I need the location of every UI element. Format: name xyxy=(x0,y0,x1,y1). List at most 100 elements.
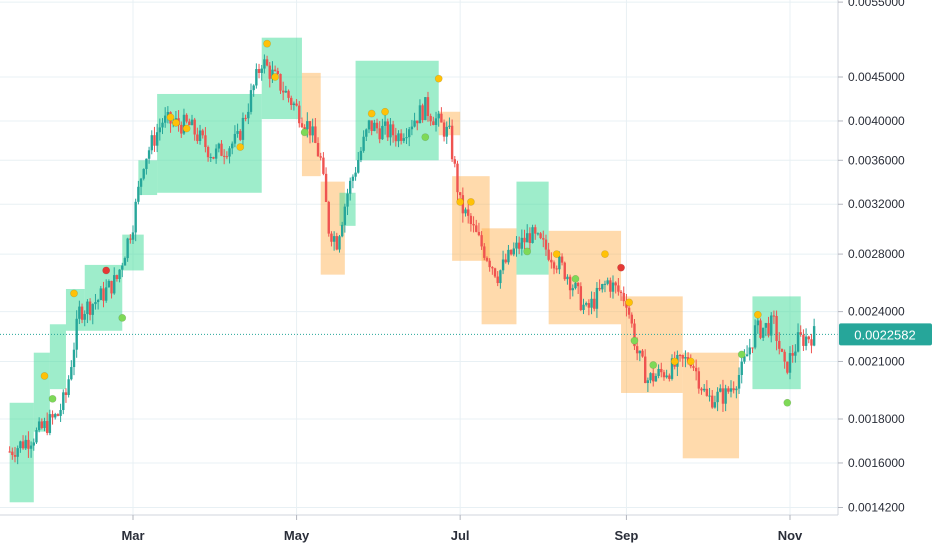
candle-down xyxy=(375,122,379,129)
candle-up xyxy=(584,303,588,305)
candle-down xyxy=(370,120,373,131)
candle-up xyxy=(743,356,746,362)
candle-down xyxy=(257,69,261,73)
signal-marker-yellow xyxy=(466,198,475,206)
candle-up xyxy=(764,323,768,328)
candle-down xyxy=(391,124,395,136)
candle-up xyxy=(241,117,245,140)
signal-marker-yellow xyxy=(625,298,634,307)
candle-down xyxy=(493,268,497,277)
candle-down xyxy=(630,314,633,324)
time-axis[interactable]: Mar May Jul Sep Nov xyxy=(121,515,803,543)
candle-up xyxy=(118,269,121,280)
candle-up xyxy=(67,379,70,395)
supply-zone-box xyxy=(481,228,517,325)
candle-up xyxy=(373,122,376,131)
signal-marker-green xyxy=(783,398,792,407)
candle-down xyxy=(778,340,781,349)
candle-down xyxy=(727,388,730,392)
price-axis[interactable]: 0.0055000 0.0045000 0.0040000 0.0036000 0.00… xyxy=(838,0,905,515)
candle-up xyxy=(424,97,427,121)
supply-zone-box xyxy=(301,72,321,177)
candle-down xyxy=(206,147,210,158)
candle-down xyxy=(627,307,631,315)
candle-down xyxy=(775,315,778,341)
candle-down xyxy=(64,392,68,395)
candle-down xyxy=(485,257,489,261)
candle-down xyxy=(322,157,325,174)
candle-up xyxy=(137,186,140,202)
candle-down xyxy=(201,130,204,136)
candle-up xyxy=(158,127,162,133)
candle-down xyxy=(268,65,271,79)
candle-up xyxy=(410,126,414,130)
candle-down xyxy=(662,372,666,378)
candle-up xyxy=(233,133,237,144)
candle-down xyxy=(477,231,481,236)
candle-down xyxy=(622,292,625,302)
candle-down xyxy=(27,439,30,449)
candle-up xyxy=(32,442,35,446)
price-tick-label: 0.0055000 xyxy=(848,0,905,9)
candle-up xyxy=(338,236,341,250)
candle-up xyxy=(418,105,422,124)
candle-up xyxy=(351,176,355,181)
candle-down xyxy=(560,256,564,263)
candle-up xyxy=(255,69,258,86)
candle-down xyxy=(421,105,424,121)
candle-up xyxy=(72,349,76,368)
candle-down xyxy=(791,353,794,356)
candle-down xyxy=(188,121,191,126)
candle-up xyxy=(571,288,574,291)
candle-up xyxy=(91,304,94,315)
candle-up xyxy=(729,388,733,392)
candle-up xyxy=(139,178,143,187)
candle-up xyxy=(638,350,642,354)
candle-down xyxy=(721,388,725,404)
signal-marker-yellow xyxy=(40,372,49,380)
signal-marker-green xyxy=(649,361,658,369)
candle-up xyxy=(228,148,231,157)
candle-up xyxy=(343,206,347,225)
candle-up xyxy=(740,361,743,375)
signal-marker-yellow xyxy=(70,289,78,298)
candle-down xyxy=(316,142,320,157)
time-tick-label: Mar xyxy=(121,528,144,543)
candle-down xyxy=(678,354,682,356)
candle-up xyxy=(531,227,534,244)
candle-up xyxy=(43,421,46,428)
candle-down xyxy=(204,135,207,148)
candle-up xyxy=(713,402,717,408)
candle-down xyxy=(378,128,381,140)
candle-up xyxy=(99,288,103,301)
candle-up xyxy=(464,209,467,214)
price-tick-label: 0.0036000 xyxy=(848,153,905,167)
candle-up xyxy=(349,180,352,194)
signal-marker-yellow xyxy=(381,107,389,116)
signal-marker-red xyxy=(102,266,111,275)
candle-up xyxy=(190,119,194,126)
price-tick-label: 0.0024000 xyxy=(848,305,905,319)
candle-up xyxy=(271,69,274,79)
candle-up xyxy=(558,256,561,270)
candle-down xyxy=(300,123,304,128)
candle-down xyxy=(432,121,435,126)
candle-down xyxy=(633,323,636,347)
candle-down xyxy=(635,346,639,354)
candle-up xyxy=(94,302,97,305)
candle-down xyxy=(287,90,290,98)
candle-up xyxy=(566,276,569,280)
candle-up xyxy=(397,133,400,142)
candle-up xyxy=(70,367,73,380)
candle-up xyxy=(284,90,288,93)
candle-up xyxy=(198,130,202,142)
candle-up xyxy=(150,135,153,151)
candle-down xyxy=(711,395,714,408)
candle-down xyxy=(225,156,229,158)
demand-zone-box xyxy=(49,324,66,390)
candle-up xyxy=(35,430,38,443)
signal-marker-yellow xyxy=(552,250,561,258)
